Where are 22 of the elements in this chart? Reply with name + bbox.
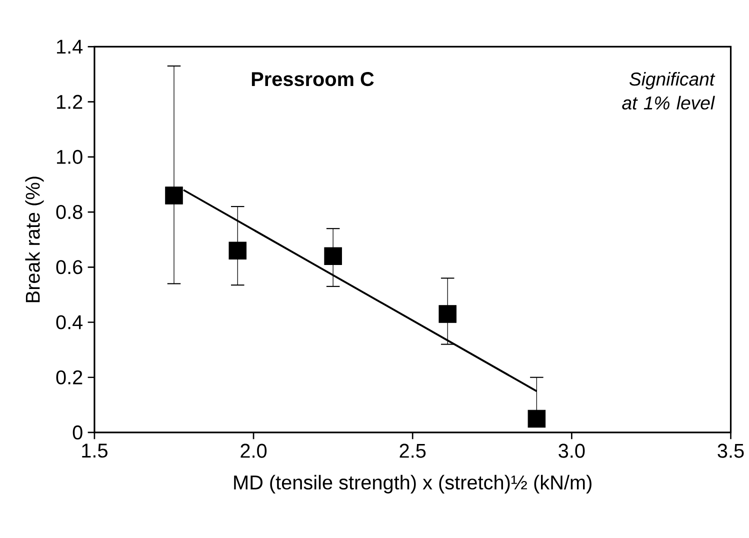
x-tick-label: 1.5 <box>82 444 108 458</box>
point <box>165 186 183 204</box>
y-tick-label: 0.6 <box>56 260 82 274</box>
y-tick-label: 1.4 <box>57 40 83 54</box>
y-axis-title: Break rate (%) <box>25 176 44 302</box>
point <box>324 247 342 266</box>
y-tick-label: 1.2 <box>57 94 82 109</box>
point <box>528 410 546 428</box>
y-tick-label: 0 <box>72 425 82 440</box>
annotation: Pressroom C <box>252 72 374 86</box>
point <box>228 242 247 260</box>
x-tick-label: 2.5 <box>400 444 426 458</box>
x-tick-label: 3.5 <box>718 444 744 458</box>
y-tick-label: 0.8 <box>56 205 82 220</box>
annotation: Significant at 1% level <box>622 72 716 110</box>
point <box>438 305 456 323</box>
y-tick-label: 0.2 <box>56 370 82 384</box>
x-tick-label: 2.0 <box>240 444 267 458</box>
x-tick-label: 3.0 <box>558 444 585 458</box>
y-tick-label: 0.4 <box>56 315 83 330</box>
y-tick-label: 1.0 <box>57 150 82 164</box>
x-axis-title: MD (tensile strength) x (stretch)½ (kN/m) <box>234 474 592 494</box>
